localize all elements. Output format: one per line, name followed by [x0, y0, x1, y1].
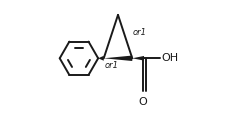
- Text: or1: or1: [104, 61, 118, 70]
- Text: O: O: [139, 97, 147, 107]
- Polygon shape: [98, 56, 104, 61]
- Polygon shape: [104, 56, 132, 61]
- Text: or1: or1: [133, 28, 147, 37]
- Polygon shape: [132, 56, 144, 61]
- Text: OH: OH: [161, 53, 178, 63]
